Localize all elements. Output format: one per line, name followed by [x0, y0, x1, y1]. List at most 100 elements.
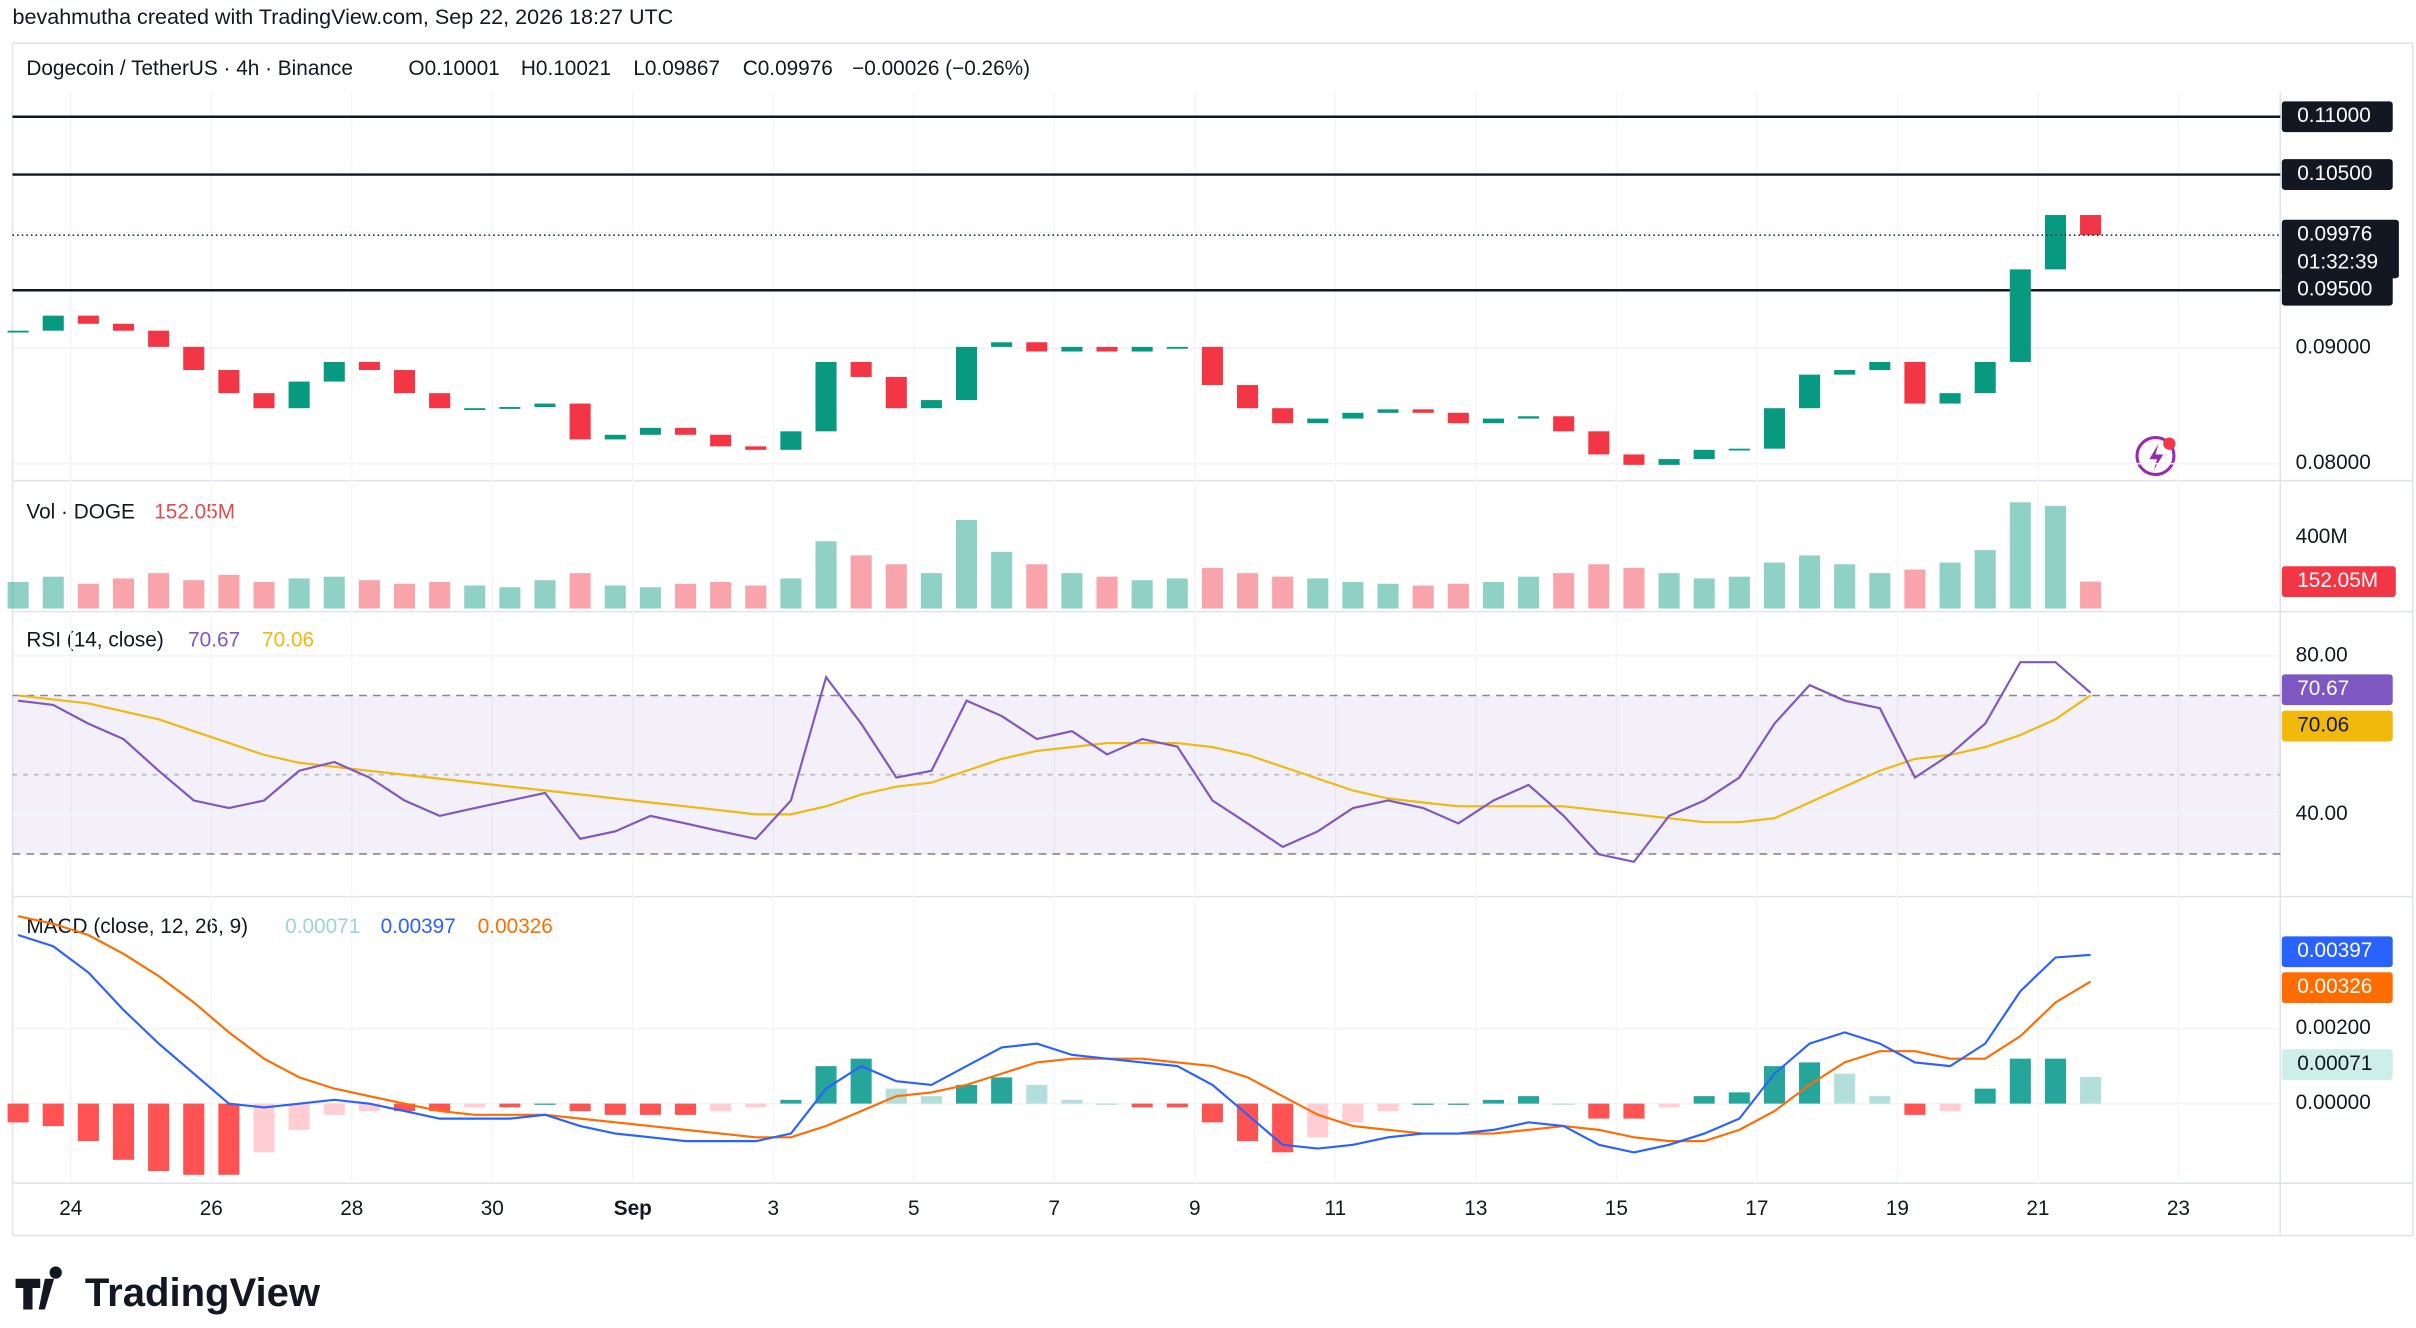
hist-badge-bg: [2281, 1049, 2393, 1081]
logo: TradingView: [15, 1266, 321, 1315]
macd-hist-bar: [639, 1103, 661, 1115]
volume-bar: [77, 583, 99, 609]
macd-hist-bar: [2080, 1077, 2102, 1104]
volume-bar: [112, 578, 135, 609]
volume-bar: [464, 585, 486, 609]
candle: [815, 361, 837, 432]
rsi-badge: 70.67: [2297, 677, 2349, 700]
level-label-bg: [2281, 159, 2393, 190]
level-label: 0.10500: [2297, 162, 2372, 185]
volume-bar: [885, 564, 907, 609]
volume-bar: [1307, 578, 1329, 609]
candle: [2044, 215, 2066, 270]
volume-bar: [1201, 567, 1223, 609]
volume-bar: [1482, 581, 1504, 609]
high: H0.10021: [521, 57, 611, 80]
volume-bar: [148, 573, 170, 609]
time-label: 21: [2026, 1197, 2049, 1220]
rsi-ma-line: [17, 694, 2092, 824]
level-label: 0.11000: [2297, 104, 2371, 127]
icon-ring: [2135, 435, 2176, 477]
candle: [1799, 374, 1821, 409]
candle: [393, 370, 416, 394]
macd-legend-value: 0.00397: [381, 915, 456, 938]
symbol: Dogecoin / TetherUS · 4h · Binance: [26, 57, 353, 80]
candle: [358, 361, 380, 371]
volume-bar: [323, 576, 345, 609]
candle: [1482, 418, 1504, 424]
candle: [1447, 412, 1469, 424]
volume-badge-bg: [2281, 566, 2396, 598]
candle: [1307, 418, 1329, 424]
candle: [955, 346, 978, 401]
volume-bar: [1728, 576, 1750, 609]
change: −0.00026 (−0.26%): [852, 57, 1030, 80]
volume-bar: [991, 551, 1013, 609]
price-tick-label: 0.08000: [2296, 451, 2371, 474]
macd-hist-bar: [534, 1103, 556, 1105]
macd-hist-bar: [1623, 1103, 1645, 1119]
macd-hist-bar: [1061, 1099, 1083, 1104]
candle: [1377, 409, 1399, 413]
volume-bar: [2080, 581, 2102, 609]
volume-bar: [1588, 564, 1610, 609]
volume-bar: [780, 578, 802, 609]
macd-hist-bar: [569, 1103, 591, 1112]
candle: [604, 434, 626, 440]
macd-hist-bar: [1201, 1103, 1223, 1123]
candle: [674, 427, 697, 435]
volume-bar: [1026, 564, 1048, 609]
logo-mark: [15, 1266, 62, 1310]
candle: [323, 361, 345, 382]
open: O0.10001: [408, 57, 499, 80]
candle: [464, 408, 486, 411]
volume-bar: [1342, 581, 1364, 609]
volume-bar: [1799, 555, 1821, 609]
rsi-line: [17, 661, 2092, 864]
macd-hist-bar: [1834, 1073, 1856, 1104]
candle: [429, 393, 451, 409]
candle: [1201, 346, 1223, 386]
signal-line: [17, 915, 2092, 1143]
candle: [1237, 385, 1259, 409]
time-label: 26: [200, 1197, 223, 1220]
rsi-ma-legend-value: 70.06: [262, 628, 314, 651]
candle: [1412, 409, 1434, 413]
volume-bar: [1272, 576, 1294, 609]
candle: [1763, 408, 1785, 449]
candle: [885, 376, 907, 409]
volume-value: 152.05M: [154, 501, 235, 524]
time-label: 5: [908, 1197, 920, 1220]
time-label: 24: [59, 1197, 82, 1220]
attribution: bevahmutha created with TradingView.com,…: [12, 4, 673, 29]
macd-hist-bar: [1518, 1096, 1540, 1104]
volume-bar: [288, 578, 310, 609]
candle: [77, 315, 99, 324]
macd-hist-bar: [745, 1103, 767, 1108]
macd-line: [17, 933, 2091, 1154]
macd-hist-bar: [218, 1103, 240, 1175]
volume-bar: [1377, 583, 1399, 609]
legend: Dogecoin / TetherUS · 4h · Binance O0.10…: [26, 57, 1030, 80]
volume-bar: [920, 573, 942, 609]
volume-bar: [1096, 576, 1118, 609]
volume-bar: [1412, 585, 1434, 609]
macd-hist-bar: [2044, 1058, 2066, 1104]
volume-bar: [710, 581, 732, 609]
macd-hist-bar: [1974, 1088, 1996, 1104]
macd-hist-bar: [955, 1084, 978, 1104]
last-price: 0.09976: [2297, 223, 2372, 246]
macd-hist-bar: [1342, 1103, 1364, 1123]
macd-hist-bar: [1553, 1103, 1575, 1105]
alert-icon: [2135, 435, 2176, 477]
volume-bar: [1693, 578, 1715, 609]
macd-hist-bar: [77, 1103, 99, 1142]
macd-hist-bar: [253, 1103, 275, 1153]
candle: [1693, 449, 1715, 460]
time-label: 30: [481, 1197, 504, 1220]
candle: [920, 400, 942, 409]
macd-badge-bg: [2281, 936, 2393, 968]
volume-bar: [1623, 567, 1645, 609]
volume-bar: [1904, 569, 1926, 609]
